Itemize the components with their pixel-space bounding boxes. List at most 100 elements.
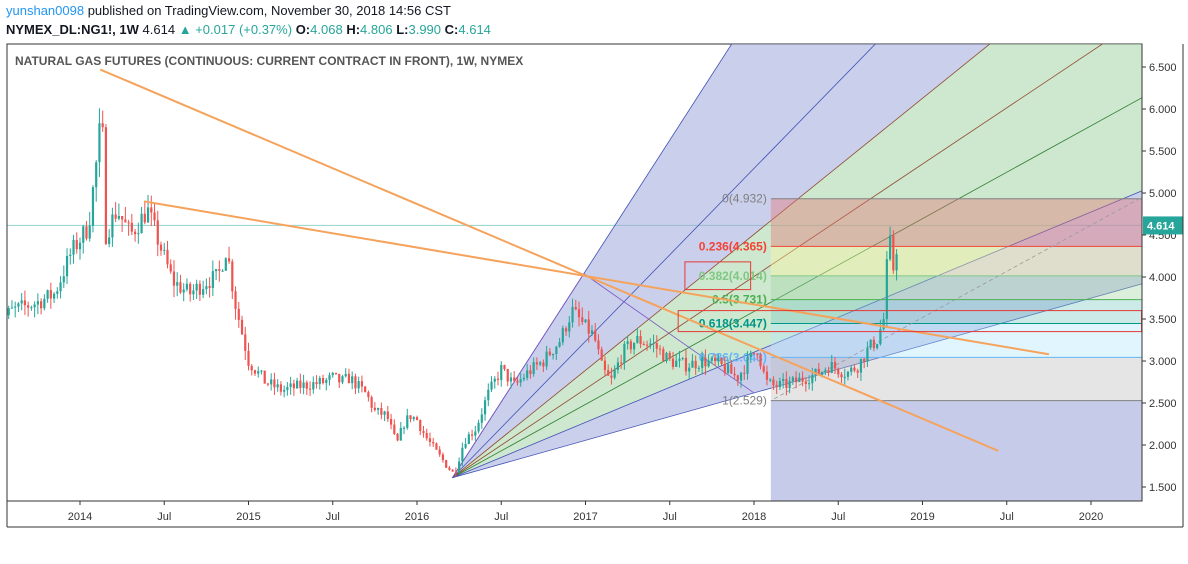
candle-body: [296, 380, 299, 389]
candle-body: [778, 380, 782, 388]
candle-body: [159, 244, 163, 251]
candle-body: [827, 370, 830, 373]
fan-ray: [452, 44, 991, 479]
candle-body: [276, 384, 279, 388]
candle-body: [535, 362, 538, 365]
candle-body: [594, 330, 597, 341]
candle-body: [253, 370, 257, 374]
candle-body: [143, 213, 146, 223]
candle-body: [710, 357, 713, 361]
candle-body: [788, 381, 791, 389]
candle-body: [639, 336, 642, 345]
candle-body: [347, 373, 351, 384]
author-link[interactable]: yunshan0098: [6, 3, 85, 18]
candle-body: [146, 207, 150, 223]
candle-body: [824, 370, 827, 372]
fan-anchor-line: [452, 273, 585, 478]
candle-body: [461, 447, 464, 462]
candle-body: [571, 306, 574, 323]
x-tick-label: Jul: [663, 511, 677, 523]
candle-body: [746, 356, 749, 374]
candle-body: [733, 373, 736, 376]
candle-body: [503, 365, 506, 370]
candle-body: [312, 382, 315, 390]
candle-body: [487, 389, 490, 401]
candle-body: [386, 411, 389, 419]
candle-body: [801, 377, 804, 382]
candle-body: [454, 471, 457, 473]
fib-zone: [770, 275, 1142, 300]
candle-body: [389, 418, 393, 425]
candle-body: [419, 420, 422, 432]
candle-body: [697, 367, 701, 369]
candle-body: [762, 366, 765, 372]
candle-body: [20, 300, 23, 304]
candle-body: [519, 379, 522, 383]
candle-body: [749, 352, 752, 357]
candle-body: [649, 343, 652, 345]
fan-ray: [452, 44, 733, 478]
fan-ray: [452, 190, 1142, 479]
candle-body: [626, 341, 629, 344]
symbol-ohlc-bar: NYMEX_DL:NG1!, 1W 4.614 ▲ +0.017 (+0.37%…: [6, 22, 491, 37]
candle-body: [736, 375, 739, 381]
candle-body: [633, 342, 636, 350]
fan-ray: [452, 44, 876, 479]
candle-body: [506, 369, 509, 382]
candle-body: [406, 415, 409, 428]
candle-body: [577, 309, 581, 318]
candle-body: [221, 270, 224, 272]
candle-body: [292, 383, 295, 389]
candle-body: [607, 370, 610, 376]
x-tick-label: 2020: [1079, 511, 1103, 523]
candle-body: [714, 357, 717, 362]
candle-body: [237, 308, 240, 320]
candle-body: [257, 371, 260, 374]
candle-body: [892, 235, 895, 271]
high-value: 4.806: [360, 22, 393, 37]
candle-body: [458, 461, 461, 473]
candle-body: [117, 216, 120, 219]
candle-body: [665, 352, 668, 362]
candle-body: [43, 298, 46, 309]
candle-body: [1, 321, 3, 325]
candle-body: [629, 341, 632, 350]
candle-body: [65, 255, 69, 277]
candle-body: [730, 364, 733, 374]
candle-body: [172, 271, 176, 286]
candle-body: [603, 360, 607, 371]
y-tick-label: 6.000: [1149, 104, 1177, 116]
candle-body: [542, 362, 545, 367]
candle-body: [270, 379, 273, 385]
fib-zone: [770, 198, 1142, 247]
candle-body: [500, 365, 503, 380]
candle-body: [853, 367, 856, 371]
candle-body: [850, 367, 853, 372]
candle-body: [830, 362, 833, 373]
candle-body: [464, 444, 467, 448]
candle-body: [214, 269, 218, 272]
candle-body: [82, 226, 85, 243]
candle-body: [85, 226, 88, 239]
candle-body: [23, 300, 27, 306]
candle-body: [772, 379, 775, 386]
candle-body: [798, 377, 801, 383]
candle-body: [121, 216, 124, 220]
fib-level-label: 1(2.529): [722, 394, 767, 408]
y-tick-label: 2.500: [1149, 398, 1177, 410]
candle-body: [62, 276, 65, 283]
candle-body: [720, 357, 723, 364]
candle-body: [402, 427, 406, 429]
candle-body: [351, 376, 354, 384]
candle-body: [415, 417, 419, 421]
candle-body: [574, 306, 577, 310]
candle-body: [202, 289, 205, 295]
candle-body: [88, 225, 91, 239]
candle-body: [513, 377, 516, 381]
x-tick-label: 2015: [236, 511, 260, 523]
candle-body: [739, 372, 743, 381]
candle-body: [879, 329, 882, 345]
candle-body: [396, 433, 399, 441]
candle-body: [321, 377, 325, 384]
